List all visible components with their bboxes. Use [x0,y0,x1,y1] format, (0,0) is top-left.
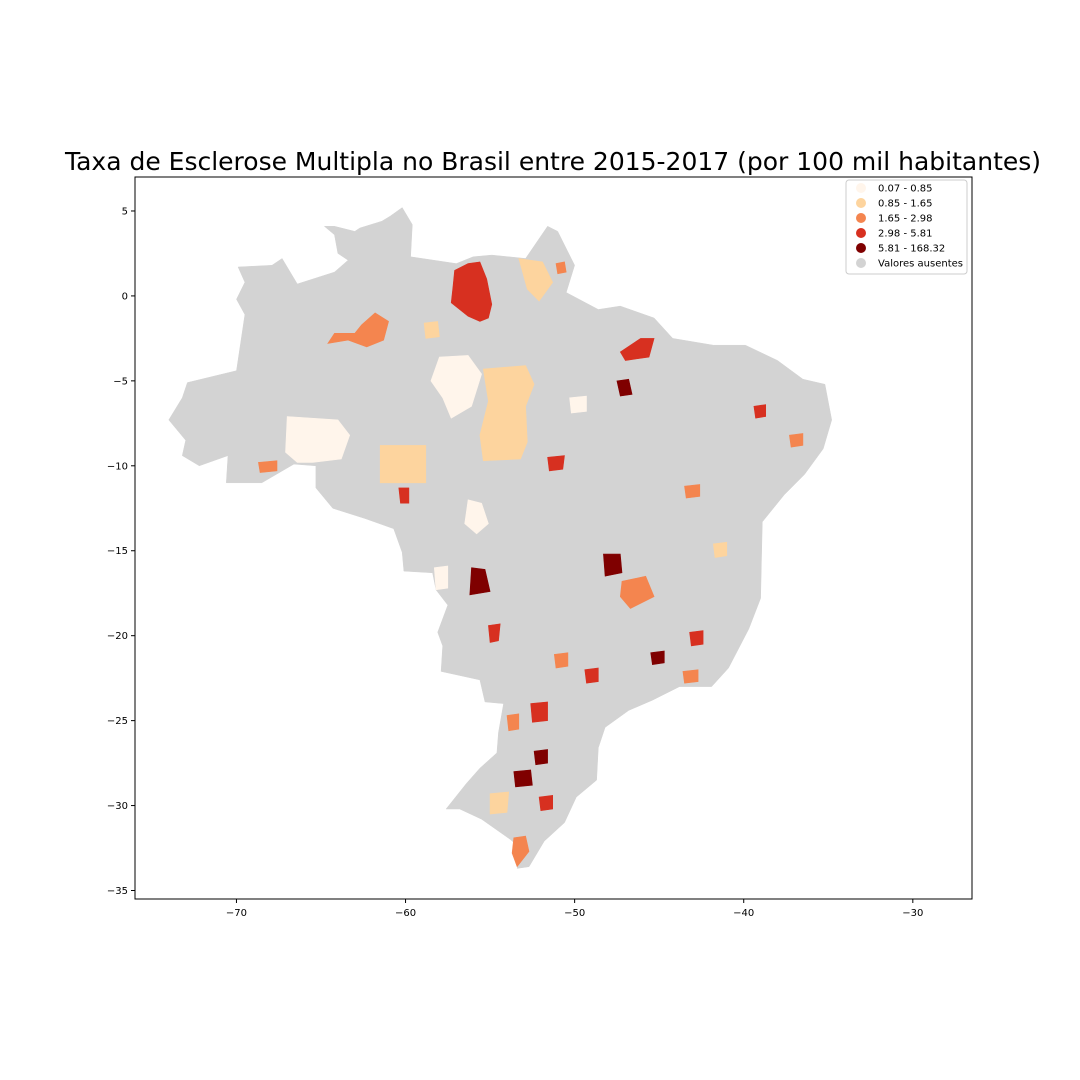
region-8 [464,499,489,535]
region-7 [619,338,655,361]
region-16 [533,749,548,766]
region-36 [789,433,804,448]
legend-marker [856,243,866,253]
region-3 [379,445,427,484]
region-31 [569,395,587,414]
region-28 [547,455,565,472]
region-1 [327,312,389,348]
y-tick-label: −10 [107,461,128,472]
chart-title: Taxa de Esclerose Multipla no Brasil ent… [64,147,1041,176]
y-tick-label: −15 [107,546,128,557]
region-24 [689,630,704,647]
region-32 [258,460,278,473]
y-tick-label: −5 [113,376,128,387]
legend: 0.07 - 0.85 0.85 - 1.65 1.65 - 2.98 2.98 - … [845,179,968,275]
legend-label: 1.65 - 2.98 [878,214,933,225]
y-tick-label: −35 [107,886,128,897]
region-30 [433,565,449,591]
plot-frame [134,176,973,900]
region-35 [753,404,767,419]
y-tick-label: −20 [107,631,128,642]
x-tick-label: −30 [902,908,923,919]
region-11 [619,575,655,609]
region-2 [285,416,351,463]
region-25 [682,669,699,684]
region-9 [469,567,491,596]
legend-label: Valores ausentes [878,259,963,270]
legend-marker [856,228,866,238]
region-10 [603,553,623,577]
country-missing-values [168,207,832,869]
region-5 [430,355,482,419]
x-tick-label: −40 [733,908,754,919]
region-15 [506,713,520,732]
legend-marker [856,198,866,208]
region-14 [530,701,548,723]
y-tick-label: −25 [107,716,128,727]
y-tick-label: 0 [122,291,128,302]
legend-label: 0.85 - 1.65 [878,199,933,210]
region-17 [513,769,533,788]
region-20 [538,795,554,812]
region-13 [488,623,501,643]
region-27 [684,484,701,499]
x-tick-label: −70 [226,908,247,919]
region-0 [450,261,493,322]
legend-box [845,179,968,275]
region-18 [489,791,510,815]
region-34 [555,261,567,275]
x-axis: −70 −60 −50 −40 −30 [226,899,923,919]
region-12 [616,378,633,397]
region-22 [553,652,569,669]
x-tick-label: −50 [564,908,585,919]
map-layer [168,207,832,869]
region-19 [511,835,530,868]
y-axis: 5 0 −5 −10 −15 −20 −25 −30 −35 [107,206,135,897]
region-23 [650,650,665,665]
region-33 [423,321,440,339]
y-tick-label: 5 [122,206,128,217]
legend-label: 2.98 - 5.81 [878,229,933,240]
legend-label: 0.07 - 0.85 [878,184,933,195]
legend-marker [856,183,866,193]
legend-marker [856,258,866,268]
legend-marker [856,213,866,223]
y-tick-label: −30 [107,801,128,812]
x-tick-label: −60 [395,908,416,919]
region-6 [518,258,554,302]
region-21 [584,667,599,684]
region-26 [712,541,728,558]
region-29 [398,487,410,504]
region-4 [479,365,535,462]
legend-label: 5.81 - 168.32 [878,244,945,255]
